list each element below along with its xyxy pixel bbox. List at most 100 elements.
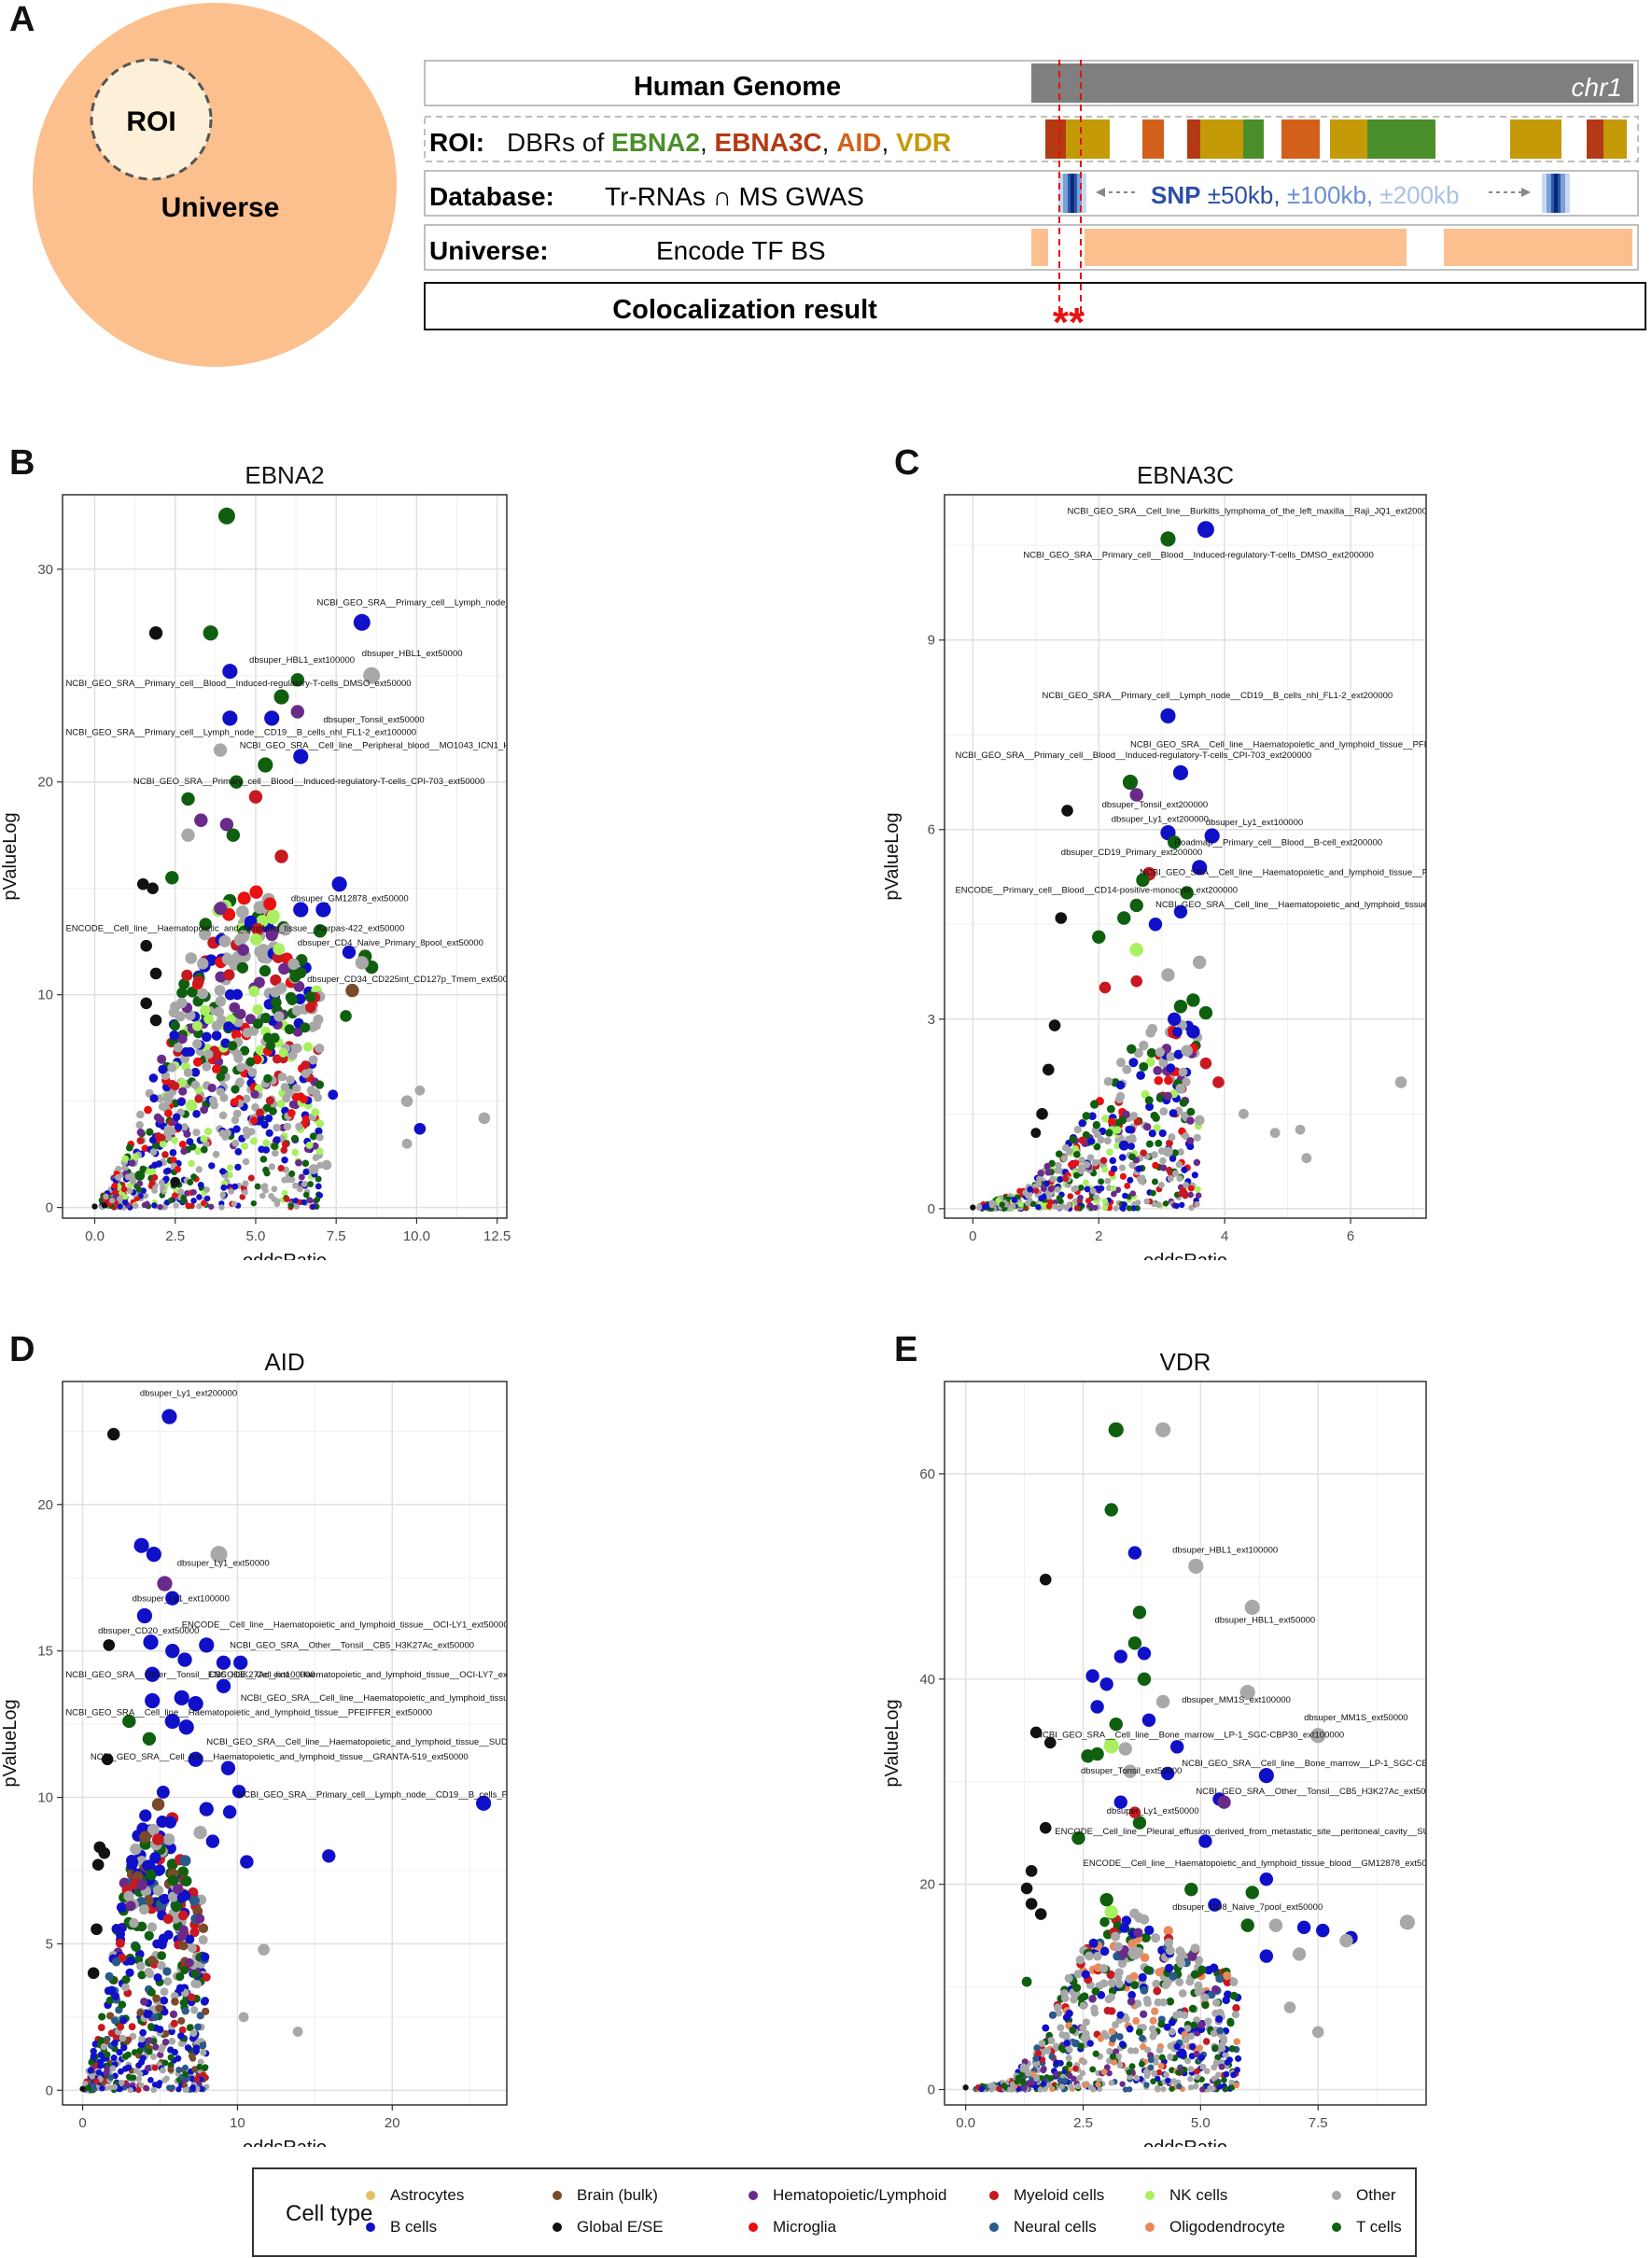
data-point	[162, 1833, 175, 1845]
data-point	[1240, 1918, 1254, 1932]
data-point	[202, 1972, 211, 1982]
data-point	[249, 933, 262, 947]
data-point	[281, 1176, 288, 1184]
data-point	[1108, 1986, 1117, 1996]
data-point	[1049, 2085, 1056, 2093]
data-point	[190, 1198, 197, 1204]
data-point	[254, 946, 266, 958]
data-point	[1140, 1953, 1150, 1963]
data-point	[1048, 2037, 1056, 2044]
data-point	[287, 1202, 295, 1209]
data-point	[200, 1952, 210, 1962]
data-point	[258, 1145, 266, 1154]
data-point	[147, 1823, 160, 1836]
data-point	[196, 1194, 203, 1200]
data-point	[177, 2040, 186, 2048]
data-point	[176, 1098, 186, 1106]
data-point	[1168, 2018, 1176, 2027]
data-point	[120, 1983, 130, 1992]
data-point	[290, 705, 304, 719]
data-point	[1043, 1162, 1051, 1171]
point-annotation: Roadmap__Primary_cell__Blood__B-cell_ext…	[1174, 838, 1382, 849]
chart-title: AID	[264, 1348, 304, 1376]
data-point	[1133, 1047, 1143, 1059]
data-point	[149, 1852, 161, 1864]
data-point	[314, 1196, 321, 1203]
data-point	[169, 1030, 180, 1041]
data-point	[138, 2035, 146, 2043]
data-point	[1194, 1185, 1201, 1193]
data-point	[176, 987, 188, 999]
data-point	[1223, 2085, 1229, 2093]
legend-swatch	[366, 2191, 375, 2200]
data-point	[1204, 2017, 1212, 2026]
data-point	[1155, 2069, 1163, 2076]
data-point	[219, 1191, 227, 1199]
chart-title: EBNA3C	[1137, 461, 1234, 489]
data-point	[413, 1122, 427, 1135]
data-point	[1127, 1143, 1136, 1150]
legend-swatch	[553, 2223, 562, 2232]
data-point	[1188, 1558, 1204, 1574]
data-point	[146, 1547, 161, 1563]
data-point	[1146, 1047, 1157, 1059]
data-point	[1103, 1738, 1119, 1754]
data-point	[1127, 1990, 1137, 1999]
data-point	[173, 1884, 184, 1895]
data-point	[1143, 1198, 1150, 1205]
genome-label: Human Genome	[634, 72, 841, 102]
data-point	[1073, 1205, 1081, 1212]
data-point	[156, 2080, 163, 2086]
data-point	[1149, 2016, 1157, 2025]
data-point	[160, 1996, 169, 2005]
data-point	[187, 1942, 197, 1953]
data-point	[176, 1892, 188, 1903]
data-point	[210, 1546, 228, 1564]
data-point	[192, 1039, 203, 1049]
point-annotation: NCBI_GEO_SRA__Cell_line__Haematopoietic_…	[1155, 900, 1537, 910]
data-point	[1229, 1977, 1239, 1986]
data-point	[97, 2062, 104, 2069]
data-point	[1150, 1189, 1156, 1197]
data-point	[128, 2023, 136, 2031]
legend-label: Astrocytes	[390, 2186, 465, 2204]
chromosome-bar	[1031, 63, 1633, 103]
data-point	[1068, 2083, 1074, 2090]
data-point	[1091, 1987, 1100, 1996]
data-point	[219, 1168, 227, 1175]
data-point	[1218, 2044, 1226, 2053]
data-point	[198, 1935, 208, 1945]
data-point	[152, 2043, 160, 2051]
data-point	[1086, 1154, 1095, 1161]
data-point	[301, 1060, 311, 1071]
data-point	[283, 1122, 292, 1131]
data-point	[1197, 521, 1214, 539]
data-point	[283, 1196, 290, 1202]
data-point	[345, 983, 359, 998]
data-point	[149, 2053, 158, 2060]
cell-type-legend: Cell type Astrocytes B cells Brain (bulk) G…	[252, 2167, 1417, 2257]
data-point	[145, 1666, 161, 1682]
legend-label: Oligodendrocyte	[1169, 2218, 1285, 2236]
data-point	[190, 1080, 201, 1089]
data-point	[1065, 2055, 1072, 2062]
data-point	[111, 2083, 119, 2090]
data-point	[1071, 2075, 1077, 2083]
data-point	[1295, 1124, 1306, 1135]
data-point	[271, 1143, 279, 1150]
data-point	[264, 1114, 273, 1123]
data-point	[1101, 1198, 1109, 1205]
data-point	[147, 2077, 154, 2083]
data-point	[1222, 1996, 1231, 2005]
data-point	[119, 2079, 125, 2086]
legend-item: NK cells	[1145, 2186, 1227, 2205]
data-point	[162, 1914, 174, 1925]
point-annotation: dbsuper_HBL1_ext50000	[362, 649, 463, 659]
panel-label-a: A	[9, 0, 35, 39]
data-point	[298, 1173, 305, 1181]
data-point	[1101, 1115, 1110, 1123]
data-point	[1301, 1153, 1312, 1164]
data-point	[999, 1201, 1005, 1208]
data-point	[1203, 2068, 1211, 2075]
database-row-label: Database:	[429, 182, 554, 211]
